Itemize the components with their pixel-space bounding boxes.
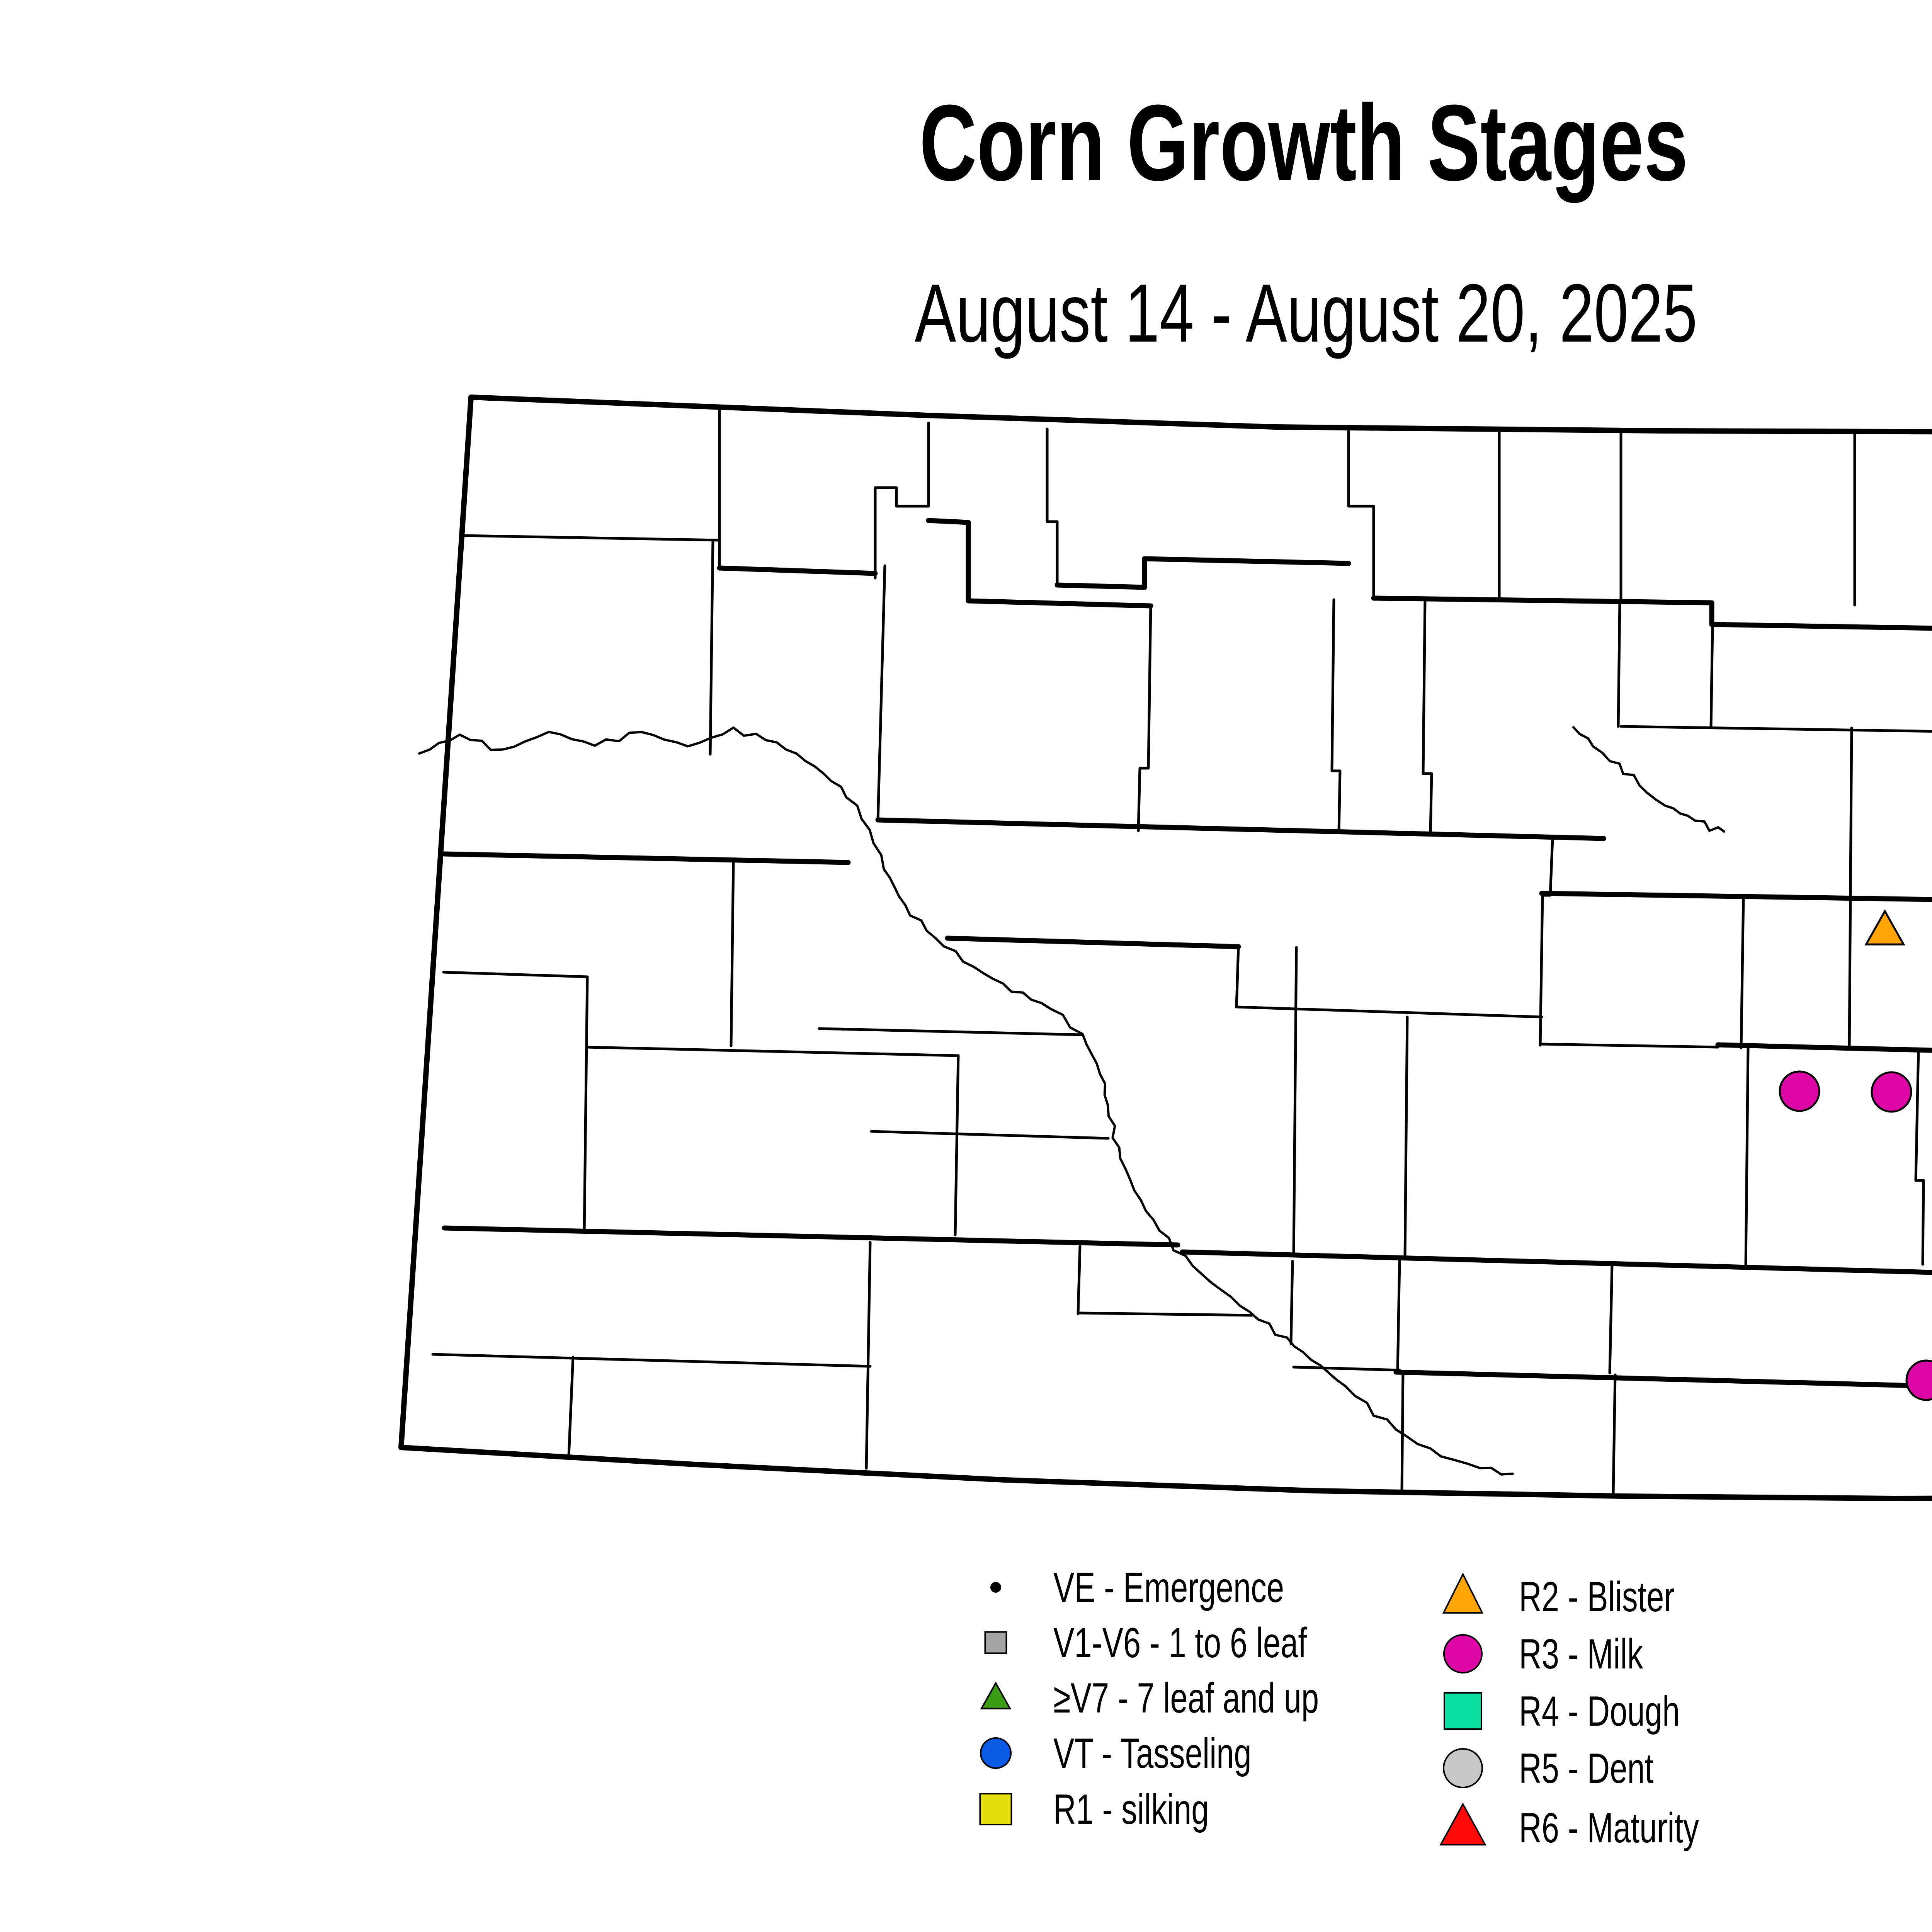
county-line [1077, 1311, 1253, 1317]
page-title: Corn Growth Stages [919, 83, 1688, 203]
county-line [954, 1054, 960, 1236]
county-line [1046, 427, 1059, 587]
legend-label-r6: R6 - Maturity [1519, 1804, 1699, 1852]
county-line [1619, 725, 1932, 733]
county-line [1539, 837, 1554, 1047]
county-line [1715, 1042, 1932, 1053]
legend-label-group: R1 - silking [1053, 1785, 1209, 1833]
legend-label-group: R4 - Dough [1519, 1687, 1680, 1735]
county-line [1292, 946, 1298, 1257]
county-line [865, 1241, 872, 1470]
county-line [709, 539, 714, 756]
county-line [1371, 595, 1932, 631]
county-line [874, 486, 930, 580]
county-line [461, 534, 721, 542]
county-line [1539, 891, 1932, 902]
legend-symbol-v7 [980, 1681, 1012, 1709]
marker-r3-6 [1905, 1359, 1932, 1401]
county-line [442, 851, 851, 865]
date-range-subtitle: August 14 - August 20, 2025 [915, 267, 1697, 360]
county-line [1612, 1373, 1617, 1495]
county-line [1137, 604, 1152, 832]
county-line [730, 861, 735, 1047]
county-line [431, 1353, 872, 1368]
legend-label-r5: R5 - Dent [1519, 1744, 1653, 1792]
county-line [1235, 945, 1240, 1009]
county-line [717, 565, 878, 576]
marker-r3-1 [1779, 1070, 1820, 1112]
legend-label-group: R3 - Milk [1519, 1630, 1643, 1678]
legend-label-group: R6 - Maturity [1519, 1804, 1699, 1852]
county-line [1539, 1043, 1719, 1049]
county-line [1393, 1369, 1932, 1389]
county-line [926, 518, 1153, 609]
county-line [1422, 598, 1433, 835]
county-line [1054, 556, 1351, 590]
page-title-group: Corn Growth Stages [919, 83, 1688, 203]
legend-label-group: ≥V7 - 7 leaf and up [1053, 1674, 1319, 1722]
legend-label-group: VE - Emergence [1053, 1563, 1284, 1611]
county-line [1709, 624, 1714, 729]
county-line [1180, 1249, 1932, 1275]
county-line [1292, 1366, 1401, 1372]
legend-symbol-r2 [1442, 1572, 1484, 1614]
county-line [875, 817, 1606, 841]
county-line [1848, 726, 1853, 1049]
county-line [870, 1130, 1110, 1140]
county-line [1330, 598, 1342, 834]
legend: VE - Emergence V1-V6 - 1 to 6 leaf ≥V7 - 7… [979, 1563, 1699, 1852]
county-line [586, 1046, 960, 1057]
legend-label-group: R5 - Dent [1519, 1744, 1653, 1792]
legend-label-vt: VT - Tasseling [1053, 1729, 1252, 1777]
legend-label-group: V1-V6 - 1 to 6 leaf [1053, 1619, 1307, 1667]
county-line [1347, 426, 1375, 600]
legend-symbol-v1v6 [984, 1631, 1007, 1654]
growth-stage-markers [1779, 909, 1932, 1401]
legend-label-group: R2 - Blister [1519, 1573, 1675, 1621]
county-line [1077, 1245, 1082, 1315]
county-line [876, 564, 886, 822]
state-border-outline [398, 395, 1932, 1501]
county-line [1617, 600, 1621, 728]
legend-symbol-r5 [1443, 1748, 1483, 1788]
county-line [442, 1225, 1180, 1248]
legend-symbol-ve [990, 1582, 1001, 1593]
county-boundaries [431, 406, 1932, 1495]
marker-r2-0 [1864, 909, 1905, 946]
missouri-river-line [418, 726, 1514, 1476]
county-line [1289, 1260, 1294, 1345]
legend-symbol-r1 [979, 1793, 1012, 1825]
county-line [1744, 1047, 1750, 1267]
county-line [567, 1355, 575, 1458]
page-subtitle-group: August 14 - August 20, 2025 [915, 267, 1697, 360]
county-line [1235, 1005, 1543, 1019]
county-line [1914, 1048, 1925, 1266]
legend-symbol-r6 [1439, 1802, 1486, 1846]
river-lines [418, 726, 1725, 1476]
legend-label-r2: R2 - Blister [1519, 1573, 1675, 1621]
county-line [1403, 1015, 1409, 1259]
legend-label-r3: R3 - Milk [1519, 1630, 1643, 1678]
county-line [442, 971, 589, 978]
county-line [583, 975, 589, 1234]
legend-label-r1: R1 - silking [1053, 1785, 1209, 1833]
legend-label-r4: R4 - Dough [1519, 1687, 1680, 1735]
legend-symbol-vt [980, 1737, 1012, 1769]
legend-label-ve: VE - Emergence [1053, 1563, 1284, 1611]
marker-r3-2 [1871, 1071, 1912, 1113]
legend-symbol-r3 [1443, 1634, 1483, 1673]
devils-lake-line [1572, 726, 1725, 833]
county-line [1608, 1263, 1614, 1374]
county-line [1740, 895, 1745, 1049]
county-line [818, 1027, 1083, 1036]
legend-label-v1v6: V1-V6 - 1 to 6 leaf [1053, 1619, 1307, 1667]
legend-symbol-r4 [1444, 1692, 1482, 1730]
legend-label-v7: ≥V7 - 7 leaf and up [1053, 1674, 1319, 1722]
county-line [1396, 1260, 1405, 1492]
county-line [945, 935, 1241, 949]
legend-label-group: VT - Tasseling [1053, 1729, 1252, 1777]
